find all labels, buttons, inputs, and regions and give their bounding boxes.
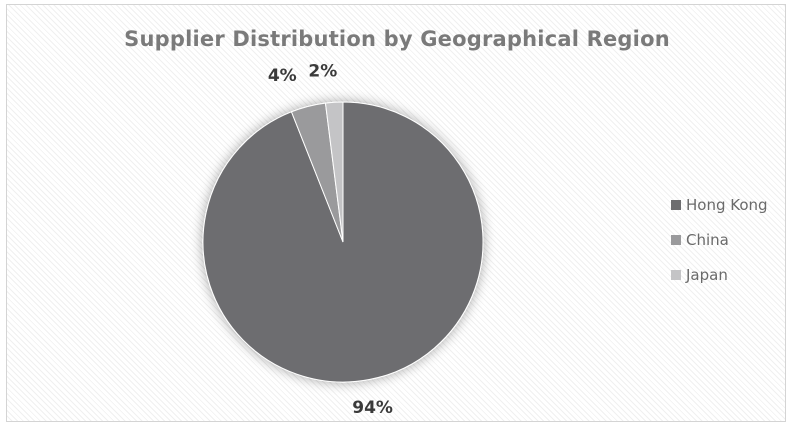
pie-chart: 94% 4% 2% (202, 61, 484, 418)
legend-item-japan: Japan (671, 257, 781, 292)
legend-label: Hong Kong (686, 195, 768, 214)
data-label-china: 4% (268, 66, 297, 86)
legend-swatch-china (671, 234, 681, 245)
legend-swatch-japan (671, 269, 681, 280)
legend-swatch-hong-kong (671, 199, 681, 210)
chart-area: Supplier Distribution by Geographical Re… (6, 4, 786, 422)
legend-label: Japan (686, 265, 728, 284)
legend-item-china: China (671, 222, 781, 257)
legend-label: China (686, 230, 729, 249)
data-label-japan: 2% (308, 61, 337, 81)
legend-item-hong-kong: Hong Kong (671, 187, 781, 222)
pie-slice-japan (324, 101, 344, 243)
legend: Hong Kong China Japan (671, 187, 781, 292)
chart-title: Supplier Distribution by Geographical Re… (124, 27, 670, 51)
data-label-hong-kong: 94% (352, 398, 393, 418)
